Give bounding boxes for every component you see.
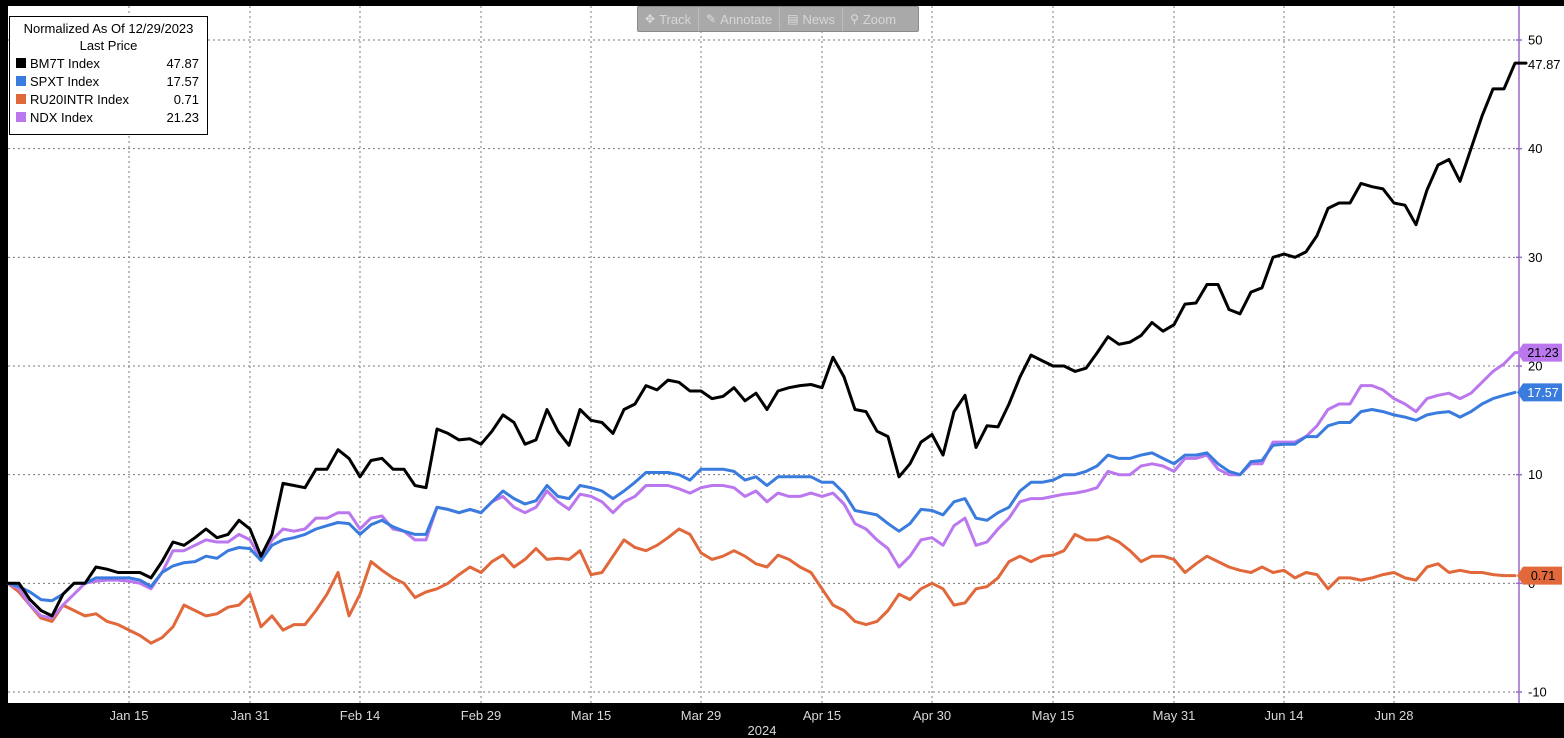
plot-area (8, 6, 1516, 703)
legend-series-value: 0.71 (173, 91, 199, 107)
legend-swatch (16, 76, 26, 86)
last-price-marker (1517, 343, 1562, 362)
legend-swatch (16, 112, 26, 122)
last-price-badge: 21.23 (1517, 343, 1562, 362)
legend-series-value: 47.87 (166, 55, 199, 71)
last-price-marker (1517, 383, 1562, 402)
x-tick-label: Jan 31 (230, 708, 269, 723)
last-price-label: 47.87 (1528, 57, 1561, 72)
last-price-label: 17.57 (1527, 386, 1558, 400)
last-price-badge: 17.57 (1517, 383, 1562, 402)
series-lines (6, 61, 1528, 645)
zoom-label: Zoom (862, 11, 897, 27)
x-tick-label: Jan 15 (109, 708, 148, 723)
track-button[interactable]: ✥ Track (638, 7, 700, 31)
x-tick-label: Apr 30 (913, 708, 951, 723)
track-label: Track (659, 11, 692, 27)
last-price-label: 0.71 (1531, 569, 1555, 583)
y-tick-label: 20 (1528, 359, 1542, 374)
legend-series-value: 21.23 (166, 109, 199, 125)
x-axis-panel (0, 703, 1564, 738)
crosshair-icon: ✥ (645, 12, 656, 26)
y-tick-label: 40 (1528, 141, 1542, 156)
news-label: News (802, 11, 836, 27)
news-button[interactable]: ▤ News (780, 7, 844, 31)
grid-lines (8, 6, 1516, 703)
x-axis-title: 2024 (748, 723, 777, 738)
x-axis: Jan 15 Jan 31 Feb 14 Feb 29 Mar 15 Mar 29 Apr … (109, 708, 1413, 723)
legend-swatch (16, 58, 26, 68)
x-tick-label: Feb 14 (340, 708, 380, 723)
zoom-button[interactable]: ⚲ Zoom (843, 7, 903, 31)
annotate-button[interactable]: ✎ Annotate (699, 7, 781, 31)
legend-header: Normalized As Of 12/29/2023 (23, 21, 194, 36)
y-tick-label: -10 (1528, 685, 1547, 700)
legend-entry: BM7T Index 47.87 (10, 54, 207, 72)
chart-legend: Normalized As Of 12/29/2023 Last Price B… (9, 16, 208, 135)
y-tick-label: 30 (1528, 250, 1542, 265)
x-tick-label: May 15 (1032, 708, 1075, 723)
legend-series-value: 17.57 (166, 73, 199, 89)
y-tick-label: 10 (1528, 467, 1542, 482)
annotate-label: Annotate (720, 11, 773, 27)
last-price-marker (1517, 566, 1562, 585)
legend-subheader: Last Price (79, 38, 138, 53)
chart-toolbar: ✥ Track ✎ Annotate ▤ News ⚲ Zoom (637, 6, 919, 32)
x-tick-label: Apr 15 (803, 708, 841, 723)
last-price-badge: 0.71 (1517, 566, 1562, 585)
x-tick-label: Jun 28 (1374, 708, 1413, 723)
x-tick-label: May 31 (1153, 708, 1196, 723)
magnifier-icon: ⚲ (850, 12, 859, 26)
x-tick-label: Jun 14 (1264, 708, 1303, 723)
legend-entry: RU20INTR Index 0.71 (10, 90, 207, 108)
x-tick-label: Mar 15 (571, 708, 611, 723)
legend-entry: SPXT Index 17.57 (10, 72, 207, 90)
legend-swatch (16, 94, 26, 104)
last-price-labels: 47.87 17.57 0.71 21.23 (1517, 57, 1562, 585)
legend-series-name: RU20INTR Index (30, 91, 129, 107)
x-tick-label: Mar 29 (681, 708, 721, 723)
series-line (6, 527, 1517, 645)
series-line (6, 61, 1528, 618)
last-price-label: 21.23 (1527, 346, 1558, 360)
legend-series-name: NDX Index (30, 109, 93, 125)
legend-series-name: SPXT Index (30, 73, 100, 89)
y-tick-label: 50 (1528, 33, 1542, 48)
legend-entry: NDX Index 21.23 (10, 108, 207, 126)
x-tick-label: Feb 29 (461, 708, 501, 723)
series-line (6, 390, 1517, 603)
pencil-icon: ✎ (706, 12, 717, 26)
news-icon: ▤ (787, 12, 799, 26)
legend-series-name: BM7T Index (30, 55, 100, 71)
